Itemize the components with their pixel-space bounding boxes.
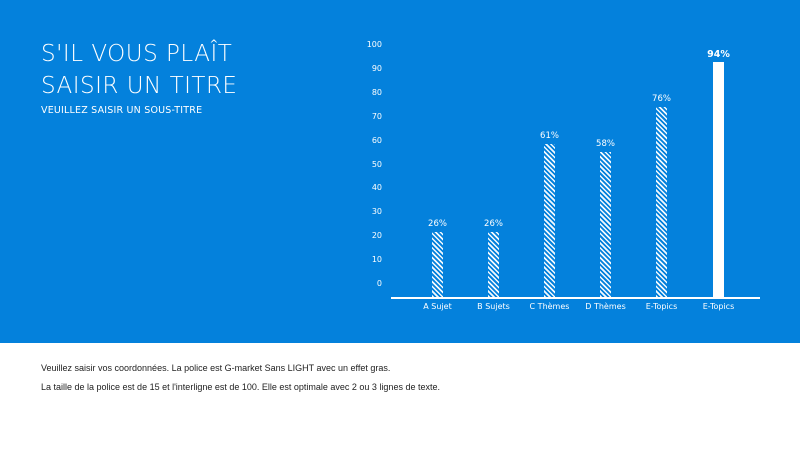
x-tick-label: E-Topics — [702, 302, 735, 311]
y-tick-label: 20 — [371, 231, 382, 241]
footer-text-line-1: Veuillez saisir vos coordonnées. La poli… — [41, 363, 391, 373]
y-tick-label: 60 — [371, 135, 382, 145]
slide-title: S'IL VOUS PLAÎT SAISIR UN TITRE — [41, 38, 237, 102]
y-tick-label: 0 — [376, 279, 382, 288]
slide-subtitle: VEUILLEZ SAISIR UN SOUS-TITRE — [41, 105, 203, 116]
x-tick-label: D Thèmes — [585, 302, 626, 311]
y-tick-label: 30 — [371, 207, 382, 217]
title-line-1: S'IL VOUS PLAÎT — [41, 41, 233, 67]
bar-value-label: 26% — [484, 219, 503, 229]
y-tick-label: 50 — [371, 159, 382, 169]
y-tick-label: 40 — [371, 183, 382, 193]
y-tick-label: 70 — [371, 111, 382, 121]
title-line-2: SAISIR UN TITRE — [41, 73, 238, 99]
bar-3 — [544, 144, 555, 297]
bar-2 — [488, 232, 499, 297]
bar-1 — [432, 232, 443, 297]
bar-value-label: 94% — [707, 49, 730, 60]
y-tick-label: 100 — [366, 40, 382, 49]
x-tick-label: E-Topics — [645, 302, 678, 311]
hero-panel: S'IL VOUS PLAÎT SAISIR UN TITRE VEUILLEZ… — [0, 0, 800, 343]
bar-value-label: 26% — [428, 219, 447, 229]
bar-value-label: 76% — [652, 94, 671, 104]
y-tick-label: 10 — [371, 255, 382, 265]
bar-value-label: 61% — [540, 131, 559, 141]
bar-value-label: 58% — [596, 139, 615, 149]
bar-5 — [656, 107, 667, 297]
bar-4 — [600, 152, 611, 297]
x-tick-label: C Thèmes — [529, 302, 570, 311]
y-tick-label: 80 — [371, 87, 382, 97]
x-tick-label: A Sujet — [423, 302, 452, 311]
y-tick-label: 90 — [371, 63, 382, 73]
x-tick-label: B Sujets — [477, 302, 510, 311]
footer-text-line-2: La taille de la police est de 15 et l'in… — [41, 382, 440, 392]
x-axis-line — [391, 297, 760, 299]
bar-6 — [713, 62, 724, 297]
